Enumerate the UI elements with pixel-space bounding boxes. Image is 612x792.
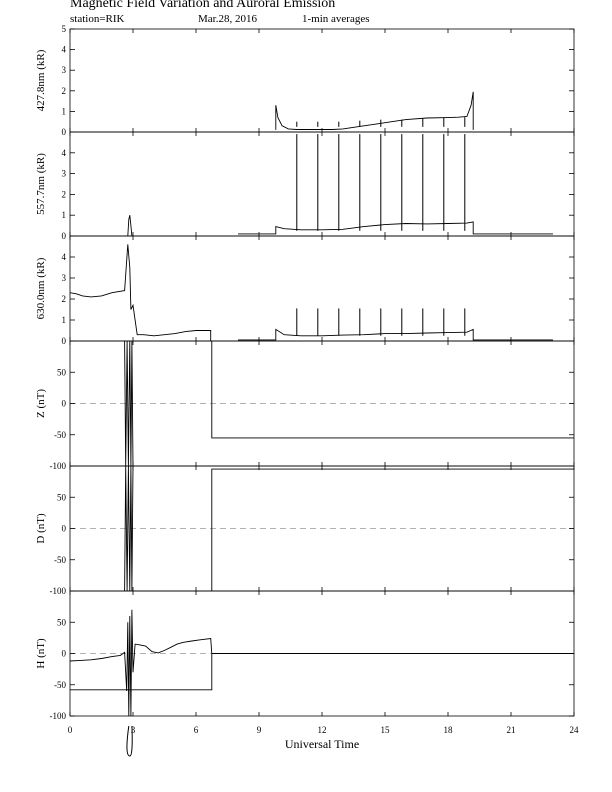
- x-tick-label: 3: [131, 725, 136, 735]
- y-tick-label: -50: [54, 680, 66, 690]
- x-tick-label: 9: [257, 725, 262, 735]
- y-tick-label: 2: [62, 86, 67, 96]
- station-label: station=RIK: [70, 13, 125, 25]
- chart-title: Magnetic Field Variation and Auroral Emi…: [70, 0, 336, 11]
- y-tick-label: 3: [62, 273, 67, 283]
- y-tick-label: 2: [62, 294, 67, 304]
- y-axis-label: 427.8nm (kR): [35, 49, 47, 111]
- y-axis-label: 557.7nm (kR): [35, 153, 47, 215]
- y-tick-label: -100: [50, 586, 67, 596]
- data-line: [211, 468, 574, 591]
- data-line: [70, 653, 213, 691]
- y-tick-label: 1: [62, 210, 67, 220]
- x-tick-label: 12: [318, 725, 327, 735]
- panel-frame: [69, 235, 575, 342]
- y-axis-label: D (nT): [35, 513, 47, 544]
- y-tick-label: 0: [62, 399, 67, 409]
- averaging-label: 1-min averages: [302, 13, 370, 25]
- data-line: [69, 244, 212, 341]
- x-tick-label: 18: [444, 725, 454, 735]
- x-tick-label: 6: [194, 725, 199, 735]
- y-tick-label: 3: [62, 169, 67, 179]
- panel-frame: [69, 28, 575, 133]
- data-line: [127, 215, 133, 237]
- x-tick-label: 21: [507, 725, 516, 735]
- x-axis-label: Universal Time: [285, 737, 359, 751]
- y-axis-label: Z (nT): [35, 389, 47, 418]
- data-line: [275, 91, 474, 130]
- date-label: Mar.28, 2016: [198, 13, 257, 25]
- y-axis-label: 630.0nm (kR): [35, 257, 47, 319]
- data-line: [238, 221, 553, 235]
- y-tick-label: -50: [54, 555, 66, 565]
- data-line: [124, 465, 134, 592]
- y-tick-label: -100: [50, 461, 67, 471]
- y-tick-label: -100: [50, 711, 67, 721]
- x-tick-label: 0: [68, 725, 73, 735]
- data-line: [69, 609, 574, 717]
- y-tick-label: 5: [62, 24, 67, 34]
- y-tick-label: 4: [62, 252, 67, 262]
- y-tick-label: 1: [62, 315, 67, 325]
- y-tick-label: 50: [57, 492, 67, 502]
- y-tick-label: 4: [62, 45, 67, 55]
- y-tick-label: 0: [62, 649, 67, 659]
- y-tick-label: -50: [54, 430, 66, 440]
- x-tick-label: 24: [570, 725, 580, 735]
- y-tick-label: 2: [62, 189, 67, 199]
- y-tick-label: 0: [62, 127, 67, 137]
- data-line: [211, 341, 574, 439]
- oscillation-trace: [126, 725, 133, 757]
- y-tick-label: 0: [62, 336, 67, 346]
- y-tick-label: 50: [57, 367, 67, 377]
- y-tick-label: 1: [62, 106, 67, 116]
- panel-frame: [69, 131, 575, 237]
- x-tick-label: 15: [381, 725, 391, 735]
- y-tick-label: 50: [57, 617, 67, 627]
- y-axis-label: H (nT): [35, 638, 47, 669]
- y-tick-label: 4: [62, 148, 67, 158]
- y-tick-label: 0: [62, 231, 67, 241]
- y-tick-label: 3: [62, 65, 67, 75]
- data-line: [238, 328, 553, 341]
- y-tick-label: 0: [62, 524, 67, 534]
- data-line: [124, 340, 134, 467]
